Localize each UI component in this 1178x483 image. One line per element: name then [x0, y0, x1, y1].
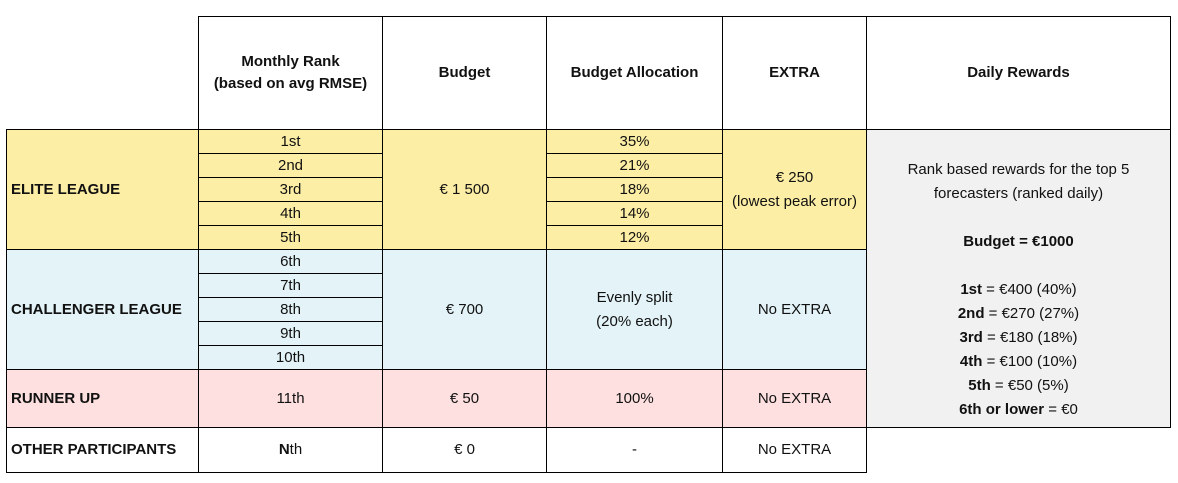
other-participants-extra: No EXTRA: [722, 427, 867, 473]
other-rank-n: N: [278, 441, 290, 458]
challenger-allocation: Evenly split (20% each): [546, 249, 723, 370]
daily-reward-value: = €400 (40%): [982, 281, 1077, 298]
elite-rank-1: 1st: [198, 129, 383, 154]
elite-extra-note: (lowest peak error): [731, 192, 858, 210]
daily-reward-value: = €270 (27%): [984, 305, 1080, 322]
daily-reward-rank: 5th: [968, 377, 991, 394]
challenger-budget: € 700: [382, 249, 547, 370]
daily-reward-rank: 3rd: [959, 329, 983, 346]
elite-row-4: 4th 14%: [7, 201, 1171, 226]
elite-league-label: ELITE LEAGUE: [6, 129, 199, 250]
elite-rank-4: 4th: [198, 201, 383, 226]
challenger-row-3: 8th: [7, 297, 1171, 322]
header-extra: EXTRA: [722, 16, 867, 130]
other-participants-budget: € 0: [382, 427, 547, 473]
daily-budget: Budget = €1000: [963, 233, 1074, 250]
daily-reward-value: = €180 (18%): [982, 329, 1078, 346]
elite-row-2: 2nd 21%: [7, 153, 1171, 178]
elite-allocation-3: 18%: [546, 177, 723, 202]
daily-reward-5: 5th = €50 (5%): [867, 374, 1170, 398]
daily-reward-rank: 1st: [960, 281, 983, 298]
elite-allocation-4: 14%: [546, 201, 723, 226]
other-participants-label: OTHER PARTICIPANTS: [6, 427, 199, 473]
header-budget: Budget: [382, 16, 547, 130]
daily-reward-value: = €100 (10%): [982, 353, 1078, 370]
elite-rank-5: 5th: [198, 225, 383, 250]
elite-allocation-1: 35%: [546, 129, 723, 154]
elite-row-1: ELITE LEAGUE 1st € 1 500 35% € 250 (lowe…: [6, 129, 1171, 428]
elite-budget: € 1 500: [382, 129, 547, 250]
daily-reward-value: = €0: [1044, 401, 1078, 418]
challenger-rank-7: 7th: [198, 273, 383, 298]
runner-up-rank: 11th: [198, 369, 383, 428]
header-allocation: Budget Allocation: [546, 16, 723, 130]
other-participants-allocation: -: [546, 427, 723, 473]
challenger-row-5: 10th: [7, 345, 1171, 370]
challenger-extra: No EXTRA: [722, 249, 867, 370]
daily-reward-6: 6th or lower = €0: [867, 398, 1170, 422]
daily-reward-rank: 2nd: [957, 305, 985, 322]
elite-row-5: 5th 12%: [7, 225, 1171, 250]
challenger-allocation-line-2: (20% each): [596, 312, 673, 330]
elite-allocation-2: 21%: [546, 153, 723, 178]
challenger-league-label: CHALLENGER LEAGUE: [6, 249, 199, 370]
header-row: Monthly Rank (based on avg RMSE) Budget …: [6, 16, 1171, 130]
daily-reward-2: 2nd = €270 (27%): [867, 302, 1170, 326]
daily-reward-4: 4th = €100 (10%): [867, 350, 1170, 374]
daily-intro-line-2: forecasters (ranked daily): [933, 185, 1104, 202]
other-rank-suffix: th: [289, 441, 303, 458]
elite-extra-amount: € 250: [775, 168, 814, 186]
daily-intro-line-1: Rank based rewards for the top 5: [907, 161, 1130, 178]
challenger-rank-8: 8th: [198, 297, 383, 322]
runner-up-label: RUNNER UP: [6, 369, 199, 428]
header-monthly-rank: Monthly Rank (based on avg RMSE): [198, 16, 383, 130]
header-monthly-rank-label: Monthly Rank: [241, 53, 340, 70]
daily-reward-3: 3rd = €180 (18%): [867, 326, 1170, 350]
challenger-rank-6: 6th: [198, 249, 383, 274]
runner-up-extra: No EXTRA: [722, 369, 867, 428]
daily-reward-rank: 6th or lower: [959, 401, 1045, 418]
challenger-rank-9: 9th: [198, 321, 383, 346]
runner-up-budget: € 50: [382, 369, 547, 428]
rewards-table: Monthly Rank (based on avg RMSE) Budget …: [6, 16, 1171, 473]
runner-up-allocation: 100%: [546, 369, 723, 428]
challenger-row-4: 9th: [7, 321, 1171, 346]
runner-up-row: RUNNER UP 11th € 50 100% No EXTRA: [6, 369, 1171, 428]
elite-allocation-5: 12%: [546, 225, 723, 250]
daily-reward-rank: 4th: [959, 353, 983, 370]
daily-reward-value: = €50 (5%): [990, 377, 1069, 394]
elite-row-3: 3rd 18%: [7, 177, 1171, 202]
challenger-allocation-line-1: Evenly split: [596, 288, 673, 306]
challenger-row-2: 7th: [7, 273, 1171, 298]
daily-spacer: [867, 254, 1170, 278]
challenger-rank-10: 10th: [198, 345, 383, 370]
elite-rank-2: 2nd: [198, 153, 383, 178]
header-monthly-rank-sub: (based on avg RMSE): [213, 75, 368, 92]
daily-reward-1: 1st = €400 (40%): [867, 278, 1170, 302]
other-participants-row: OTHER PARTICIPANTS Nth € 0 - No EXTRA: [6, 427, 1171, 473]
daily-spacer: [867, 206, 1170, 230]
challenger-row-1: CHALLENGER LEAGUE 6th € 700 Evenly split…: [6, 249, 1171, 370]
other-participants-rank: Nth: [198, 427, 383, 473]
header-daily-rewards: Daily Rewards: [866, 16, 1171, 130]
daily-rewards-panel: Rank based rewards for the top 5 forecas…: [866, 129, 1171, 428]
elite-rank-3: 3rd: [198, 177, 383, 202]
elite-extra: € 250 (lowest peak error): [722, 129, 867, 250]
header-blank-cell: [6, 16, 199, 130]
